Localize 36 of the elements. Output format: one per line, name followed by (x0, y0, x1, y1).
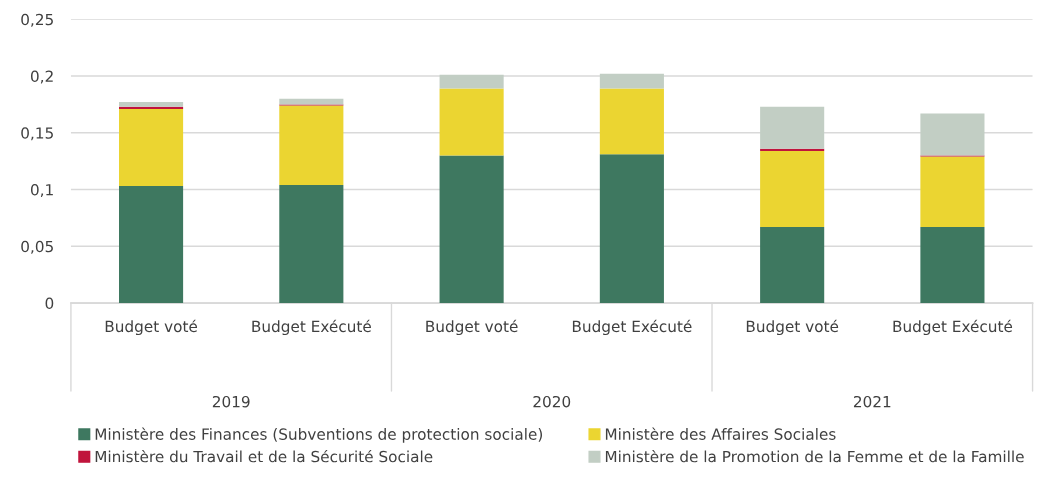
legend-label: Ministère de la Promotion de la Femme et de la Famille (605, 449, 1024, 463)
text: 2021 (853, 395, 891, 408)
bar (760, 106, 825, 149)
bar (920, 113, 985, 156)
text: 2020 (533, 395, 571, 408)
bar (119, 186, 184, 304)
text: 2019 (212, 395, 250, 408)
y-tick-label: 0,25 (21, 13, 53, 27)
x-tick-label: Budget Exécuté (252, 319, 371, 336)
legend-label: Ministère du Travail et de la Sécurité Sociale (95, 449, 433, 463)
y-tick-label: 0 (45, 297, 54, 310)
bar (920, 226, 985, 304)
bar (119, 102, 184, 107)
x-tick-label: Budget voté (105, 319, 198, 336)
bar (119, 108, 184, 187)
x-tick-label: Budget Exécuté (893, 319, 1013, 336)
x-tick-label: Budget voté (426, 319, 518, 336)
y-tick-label: 0,15 (21, 127, 53, 141)
bar (599, 73, 664, 89)
bar (920, 156, 985, 227)
legend-label: Ministère des Affaires Sociales (605, 427, 836, 440)
y-tick-label: 0,05 (21, 240, 53, 254)
x-tick-label: Budget Exécuté (572, 319, 692, 336)
bar (760, 226, 825, 304)
bar (439, 74, 504, 89)
y-tick-label: 0,2 (30, 70, 53, 84)
bar (760, 150, 825, 227)
x-tick-label: Budget voté (746, 319, 839, 336)
bar (279, 184, 344, 304)
bar (279, 105, 344, 185)
bar (599, 154, 664, 304)
bar (439, 88, 504, 156)
bar (599, 88, 664, 155)
bar (439, 155, 504, 304)
legend-label: Ministère des Finances (Subventions de protection sociale) (95, 427, 543, 443)
y-tick-label: 0,1 (30, 183, 53, 198)
